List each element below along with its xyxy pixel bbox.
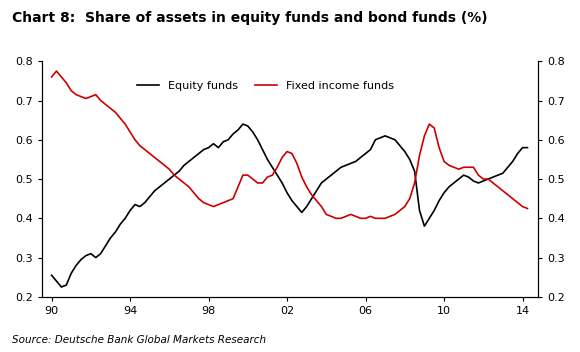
Equity funds	[524, 145, 531, 150]
Fixed income funds	[357, 216, 364, 220]
Equity funds	[323, 177, 330, 181]
Fixed income funds	[318, 205, 325, 209]
Equity funds	[92, 256, 99, 260]
Equity funds	[82, 253, 89, 258]
Fixed income funds	[421, 134, 428, 138]
Fixed income funds	[53, 69, 60, 73]
Equity funds	[58, 285, 65, 289]
Equity funds	[357, 155, 364, 159]
Fixed income funds	[92, 93, 99, 97]
Fixed income funds	[82, 96, 89, 101]
Fixed income funds	[278, 155, 285, 159]
Line: Fixed income funds: Fixed income funds	[52, 71, 527, 218]
Equity funds	[48, 273, 55, 277]
Fixed income funds	[524, 206, 531, 210]
Fixed income funds	[333, 216, 340, 220]
Text: Source: Deutsche Bank Global Markets Research: Source: Deutsche Bank Global Markets Res…	[12, 335, 266, 345]
Equity funds	[240, 122, 246, 126]
Text: Chart 8:  Share of assets in equity funds and bond funds (%): Chart 8: Share of assets in equity funds…	[12, 11, 487, 25]
Line: Equity funds: Equity funds	[52, 124, 527, 287]
Equity funds	[284, 191, 291, 195]
Fixed income funds	[48, 75, 55, 79]
Legend: Equity funds, Fixed income funds: Equity funds, Fixed income funds	[132, 76, 398, 95]
Equity funds	[421, 224, 428, 228]
